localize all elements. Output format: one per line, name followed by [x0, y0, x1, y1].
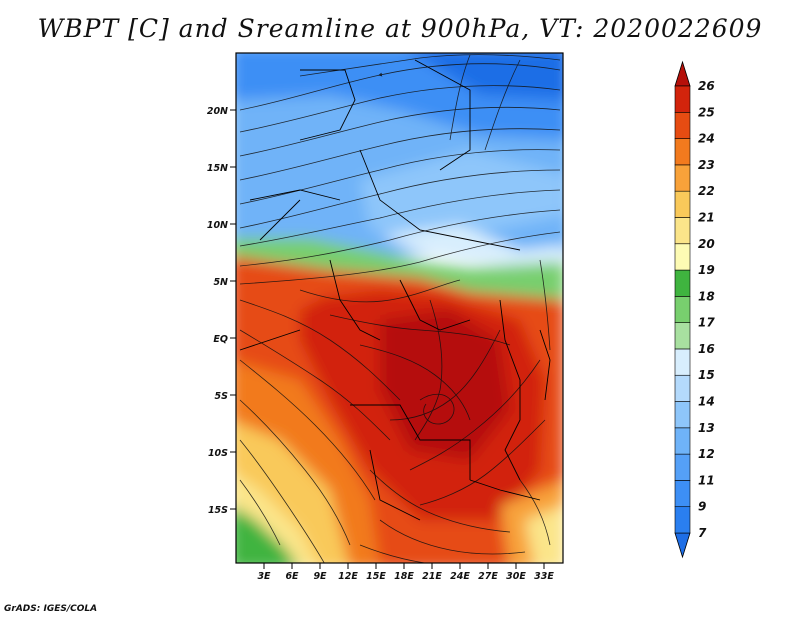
colorbar-label: 25 [698, 105, 715, 119]
colorbar-segment [674, 453, 691, 481]
colorbar-label: 7 [698, 526, 707, 540]
colorbar-segment [674, 243, 691, 271]
colorbar-segment [674, 296, 691, 323]
colorbar-segment [674, 111, 691, 139]
lat-tick-label: 5N [213, 277, 228, 288]
lon-axis: 3E 6E 9E 12E 15E 18E 21E 24E 27E 30E 33E [257, 563, 554, 582]
colorbar-label: 18 [698, 289, 715, 303]
colorbar-label: 15 [698, 368, 715, 382]
chart-title: WBPT [C] and Sreamline at 900hPa, VT: 20… [37, 14, 763, 43]
colorbar-label: 20 [698, 237, 715, 251]
colorbar-label: 12 [698, 447, 715, 461]
lat-tick-label: 15S [208, 505, 228, 516]
colorbar-segment [674, 480, 691, 508]
colorbar-label: 14 [698, 395, 715, 409]
colorbar-bottom-arrow [674, 532, 691, 559]
credit-text: GrADS: IGES/COLA [4, 604, 98, 614]
colorbar-segment [674, 348, 691, 376]
colorbar-label: 17 [698, 316, 715, 330]
colorbar-segment [674, 401, 691, 429]
colorbar-segment [674, 374, 691, 402]
lon-tick-label: 6E [285, 571, 299, 582]
lon-tick-label: 27E [478, 571, 498, 582]
lat-tick-label: 5S [215, 391, 229, 402]
plot-frame [235, 52, 564, 564]
wbpt-field [236, 53, 563, 563]
colorbar-label: 9 [698, 500, 706, 514]
country-borders [239, 59, 551, 521]
lat-tick-label: EQ [213, 334, 228, 345]
colorbar-segment [674, 85, 691, 113]
colorbar-segment [674, 217, 691, 245]
lon-tick-label: 15E [366, 571, 386, 582]
colorbar-label: 19 [698, 263, 715, 277]
lon-tick-label: 9E [313, 571, 327, 582]
colorbar-segment [674, 269, 691, 297]
colorbar-label: 24 [698, 132, 715, 146]
colorbar-segment [674, 506, 691, 534]
streamlines [239, 54, 561, 563]
lat-tick-label: 10N [207, 220, 228, 231]
lat-tick-label: 20N [207, 106, 228, 117]
colorbar-label: 26 [698, 79, 715, 93]
lat-tick-label: 15N [207, 163, 228, 174]
lat-tick-label: 10S [208, 448, 228, 459]
colorbar-label: 22 [698, 184, 715, 198]
colorbar-label: 21 [698, 210, 715, 224]
colorbar-top-arrow [674, 60, 691, 87]
colorbar-segment [674, 427, 691, 455]
lon-tick-label: 30E [506, 571, 526, 582]
colorbar-segment [674, 190, 691, 218]
lon-tick-label: 12E [338, 571, 358, 582]
colorbar-label: 13 [698, 421, 715, 435]
lon-tick-label: 33E [534, 571, 554, 582]
lon-tick-label: 21E [422, 571, 442, 582]
colorbar-label: 11 [698, 473, 715, 487]
lat-axis: 20N 15N 10N 5N EQ 5S 10S 15S [207, 106, 236, 516]
colorbar-segment [674, 322, 691, 350]
colorbar: 7 9 11 12 13 14 15 16 17 18 19 20 21 22 23 24 25 26 [674, 60, 715, 559]
lon-tick-label: 3E [257, 571, 271, 582]
colorbar-segment [674, 138, 691, 166]
lon-tick-label: 24E [450, 571, 470, 582]
colorbar-label: 16 [698, 342, 715, 356]
colorbar-label: 23 [698, 158, 715, 172]
colorbar-segment [674, 164, 691, 192]
lon-tick-label: 18E [394, 571, 414, 582]
